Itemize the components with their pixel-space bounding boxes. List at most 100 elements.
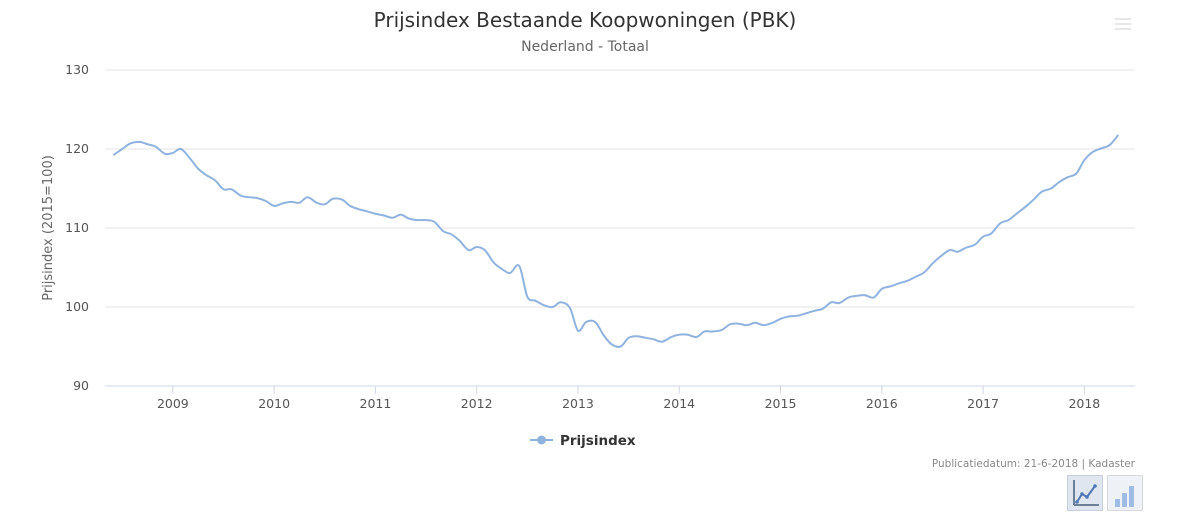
- data-point[interactable]: [398, 212, 404, 218]
- data-point[interactable]: [296, 200, 302, 206]
- credits[interactable]: Publicatiedatum: 21-6-2018 | Kadaster: [932, 458, 1136, 470]
- data-point[interactable]: [795, 313, 801, 319]
- data-point[interactable]: [314, 200, 320, 206]
- data-point[interactable]: [195, 166, 201, 172]
- data-point[interactable]: [752, 320, 758, 326]
- data-point[interactable]: [448, 231, 454, 237]
- data-point[interactable]: [532, 298, 538, 304]
- data-point[interactable]: [550, 304, 556, 310]
- data-point[interactable]: [659, 339, 665, 345]
- data-point[interactable]: [1039, 189, 1045, 195]
- data-point[interactable]: [988, 231, 994, 237]
- data-point[interactable]: [187, 155, 193, 161]
- data-point[interactable]: [178, 146, 184, 152]
- data-point[interactable]: [153, 144, 159, 150]
- data-point[interactable]: [769, 320, 775, 326]
- data-point[interactable]: [1107, 142, 1113, 148]
- data-point[interactable]: [651, 336, 657, 342]
- data-point[interactable]: [491, 260, 497, 266]
- data-point[interactable]: [355, 206, 361, 212]
- data-point[interactable]: [618, 344, 624, 350]
- data-point[interactable]: [583, 319, 589, 325]
- data-point[interactable]: [668, 334, 674, 340]
- data-point[interactable]: [212, 178, 218, 184]
- series-line[interactable]: [113, 134, 1119, 348]
- data-point[interactable]: [145, 141, 151, 147]
- data-point[interactable]: [456, 238, 462, 244]
- data-point[interactable]: [1014, 211, 1020, 217]
- data-point[interactable]: [381, 212, 387, 218]
- data-point[interactable]: [820, 306, 826, 312]
- data-point[interactable]: [735, 321, 741, 327]
- data-point[interactable]: [507, 270, 513, 276]
- data-point[interactable]: [474, 244, 480, 250]
- data-point[interactable]: [111, 152, 117, 158]
- data-point[interactable]: [626, 335, 632, 341]
- data-point[interactable]: [1031, 197, 1037, 203]
- data-point[interactable]: [415, 217, 421, 223]
- data-point[interactable]: [271, 203, 277, 209]
- data-point[interactable]: [904, 278, 910, 284]
- data-point[interactable]: [1023, 204, 1029, 210]
- data-point[interactable]: [786, 313, 792, 319]
- data-point[interactable]: [912, 274, 918, 280]
- data-point[interactable]: [592, 319, 598, 325]
- data-point[interactable]: [482, 247, 488, 253]
- data-point[interactable]: [524, 294, 530, 300]
- data-point[interactable]: [203, 172, 209, 178]
- data-point[interactable]: [980, 234, 986, 240]
- data-point[interactable]: [608, 341, 614, 347]
- data-point[interactable]: [1064, 174, 1070, 180]
- data-point[interactable]: [229, 186, 235, 192]
- data-point[interactable]: [516, 263, 522, 269]
- data-point[interactable]: [811, 308, 817, 314]
- data-point[interactable]: [431, 219, 437, 225]
- data-point[interactable]: [466, 247, 472, 253]
- data-point[interactable]: [693, 334, 699, 340]
- data-point[interactable]: [322, 201, 328, 207]
- data-point[interactable]: [170, 150, 176, 156]
- data-point[interactable]: [836, 300, 842, 306]
- data-point[interactable]: [1115, 133, 1121, 139]
- data-point[interactable]: [254, 195, 260, 201]
- hamburger-menu-icon[interactable]: [1113, 15, 1133, 33]
- data-point[interactable]: [279, 201, 285, 207]
- data-point[interactable]: [744, 322, 750, 328]
- data-point[interactable]: [288, 199, 294, 205]
- data-point[interactable]: [896, 280, 902, 286]
- data-point[interactable]: [406, 216, 412, 222]
- legend-label[interactable]: Prijsindex: [560, 433, 636, 449]
- data-point[interactable]: [778, 316, 784, 322]
- data-point[interactable]: [1005, 217, 1011, 223]
- data-point[interactable]: [921, 269, 927, 275]
- data-point[interactable]: [1081, 157, 1087, 163]
- data-point[interactable]: [997, 220, 1003, 226]
- data-point[interactable]: [972, 242, 978, 248]
- data-point[interactable]: [938, 253, 944, 259]
- data-point[interactable]: [162, 151, 168, 157]
- data-point[interactable]: [423, 217, 429, 223]
- data-point[interactable]: [947, 247, 953, 253]
- data-point[interactable]: [542, 302, 548, 308]
- data-point[interactable]: [727, 321, 733, 327]
- data-point[interactable]: [676, 332, 682, 338]
- data-point[interactable]: [136, 139, 142, 145]
- data-point[interactable]: [575, 328, 581, 334]
- data-point[interactable]: [246, 194, 252, 200]
- data-point[interactable]: [634, 333, 640, 339]
- data-point[interactable]: [567, 305, 573, 311]
- data-point[interactable]: [1099, 145, 1105, 151]
- data-point[interactable]: [330, 196, 336, 202]
- data-point[interactable]: [390, 215, 396, 221]
- data-point[interactable]: [305, 194, 311, 200]
- data-point[interactable]: [963, 245, 969, 251]
- data-point[interactable]: [803, 310, 809, 316]
- data-point[interactable]: [220, 186, 226, 192]
- data-point[interactable]: [929, 261, 935, 267]
- legend[interactable]: Prijsindex: [530, 433, 636, 449]
- data-point[interactable]: [558, 299, 564, 305]
- line-chart-button[interactable]: [1067, 475, 1103, 511]
- data-point[interactable]: [684, 332, 690, 338]
- data-point[interactable]: [440, 228, 446, 234]
- data-point[interactable]: [879, 286, 885, 292]
